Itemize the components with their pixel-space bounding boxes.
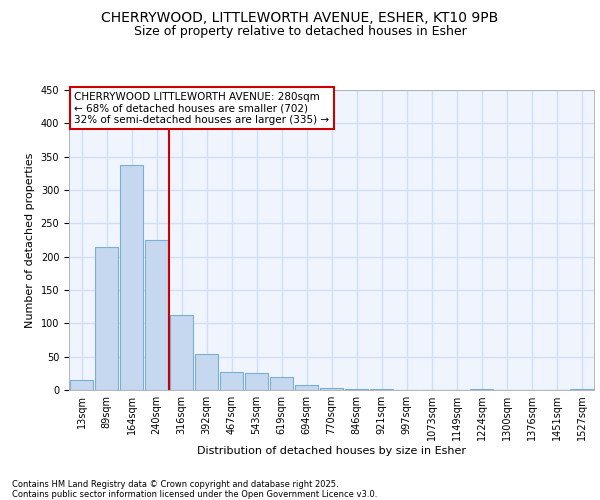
Bar bbox=[320, 388, 343, 390]
X-axis label: Distribution of detached houses by size in Esher: Distribution of detached houses by size … bbox=[197, 446, 466, 456]
Bar bbox=[195, 354, 218, 390]
Bar bbox=[220, 372, 243, 390]
Text: Contains HM Land Registry data © Crown copyright and database right 2025.
Contai: Contains HM Land Registry data © Crown c… bbox=[12, 480, 377, 499]
Y-axis label: Number of detached properties: Number of detached properties bbox=[25, 152, 35, 328]
Text: Size of property relative to detached houses in Esher: Size of property relative to detached ho… bbox=[134, 25, 466, 38]
Bar bbox=[70, 380, 93, 390]
Text: CHERRYWOOD, LITTLEWORTH AVENUE, ESHER, KT10 9PB: CHERRYWOOD, LITTLEWORTH AVENUE, ESHER, K… bbox=[101, 11, 499, 25]
Bar bbox=[295, 386, 318, 390]
Bar bbox=[145, 240, 168, 390]
Bar bbox=[95, 246, 118, 390]
Bar bbox=[170, 314, 193, 390]
Text: CHERRYWOOD LITTLEWORTH AVENUE: 280sqm
← 68% of detached houses are smaller (702): CHERRYWOOD LITTLEWORTH AVENUE: 280sqm ← … bbox=[74, 92, 329, 124]
Bar bbox=[270, 376, 293, 390]
Bar bbox=[245, 374, 268, 390]
Bar bbox=[120, 164, 143, 390]
